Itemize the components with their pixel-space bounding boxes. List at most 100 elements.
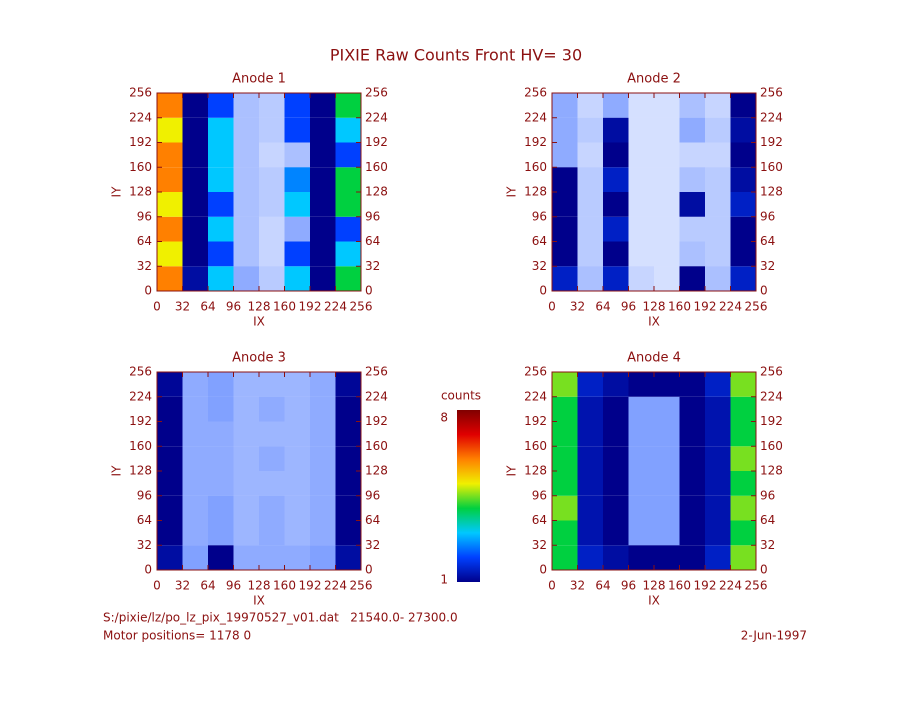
y-tick-label: 128 <box>524 185 547 199</box>
heat-cell <box>182 192 208 217</box>
heat-cell <box>284 495 310 521</box>
y-axis-label: IY <box>110 465 124 477</box>
heat-cell <box>628 495 654 521</box>
heat-cell <box>233 241 259 267</box>
x-tick-label: 96 <box>621 579 636 593</box>
x-tick-label: 160 <box>668 579 691 593</box>
y-tick-label-right: 128 <box>365 185 388 199</box>
x-tick-label: 64 <box>595 579 610 593</box>
heat-cell <box>233 446 259 471</box>
y-tick-label: 128 <box>129 464 152 478</box>
heat-cell <box>259 446 285 471</box>
panel-title: Anode 2 <box>627 72 681 87</box>
colorbar <box>457 410 480 582</box>
heat-cell <box>730 396 756 422</box>
heat-cell <box>335 520 361 546</box>
y-tick-label-right: 64 <box>365 234 380 248</box>
heat-cell <box>577 372 603 397</box>
x-tick-label: 64 <box>200 579 215 593</box>
heat-cell <box>310 446 336 471</box>
heat-cell <box>603 446 629 471</box>
heat-cell <box>284 93 310 118</box>
heat-cell <box>233 372 259 397</box>
heat-cell <box>310 142 336 168</box>
colorbar-tick-label: 8 <box>440 411 448 425</box>
heat-cell <box>603 142 629 168</box>
heat-cell <box>603 216 629 242</box>
heat-cell <box>705 421 731 447</box>
y-tick-label: 64 <box>532 234 547 248</box>
heat-cell <box>577 167 603 192</box>
y-tick-label-right: 160 <box>760 160 783 174</box>
heat-cell <box>259 216 285 242</box>
x-axis-label: IX <box>648 594 660 608</box>
heat-cell <box>310 192 336 217</box>
heat-cell <box>628 241 654 267</box>
heat-cell <box>603 471 629 496</box>
heat-cell <box>730 117 756 143</box>
heat-cell <box>705 446 731 471</box>
heat-cell <box>603 192 629 217</box>
heat-cell <box>730 495 756 521</box>
heat-cell <box>157 167 183 192</box>
heat-cell <box>310 93 336 118</box>
heat-cell <box>603 495 629 521</box>
heat-cell <box>233 471 259 496</box>
page-title: PIXIE Raw Counts Front HV= 30 <box>330 46 582 65</box>
heat-cell <box>310 495 336 521</box>
y-tick-label: 0 <box>144 284 152 298</box>
heat-cell <box>603 545 629 570</box>
heat-cell <box>335 93 361 118</box>
x-tick-label: 256 <box>745 300 768 314</box>
heat-cell <box>310 216 336 242</box>
heat-cell <box>552 241 578 267</box>
heat-cell <box>730 545 756 570</box>
y-tick-label-right: 96 <box>365 209 380 223</box>
y-tick-label: 256 <box>129 86 152 100</box>
heat-cell <box>577 241 603 267</box>
heat-cell <box>552 545 578 570</box>
heat-cell <box>182 117 208 143</box>
heat-cell <box>157 142 183 168</box>
panel-title: Anode 4 <box>627 351 681 366</box>
x-tick-label: 0 <box>153 300 161 314</box>
heat-cell <box>233 216 259 242</box>
y-tick-label-right: 224 <box>760 110 783 124</box>
y-tick-label: 160 <box>129 160 152 174</box>
heat-cell <box>208 117 234 143</box>
heat-cell <box>705 396 731 422</box>
y-tick-label-right: 160 <box>365 439 388 453</box>
heat-cell <box>730 192 756 217</box>
heat-cell <box>310 266 336 291</box>
heat-cell <box>679 192 705 217</box>
heat-cell <box>208 192 234 217</box>
heat-cell <box>603 520 629 546</box>
heat-cell <box>208 372 234 397</box>
heat-cell <box>577 495 603 521</box>
heat-cell <box>654 142 680 168</box>
heat-cell <box>208 142 234 168</box>
heat-cell <box>552 446 578 471</box>
heat-cell <box>654 117 680 143</box>
heat-cell <box>259 241 285 267</box>
y-tick-label: 224 <box>129 110 152 124</box>
heat-cell <box>552 471 578 496</box>
x-tick-label: 224 <box>324 300 347 314</box>
y-tick-label-right: 128 <box>760 464 783 478</box>
x-tick-label: 256 <box>350 300 373 314</box>
heat-cell <box>654 471 680 496</box>
heat-cell <box>208 167 234 192</box>
y-tick-label: 224 <box>524 389 547 403</box>
heat-cell <box>679 495 705 521</box>
file-info: S:/pixie/lz/po_lz_pix_19970527_v01.dat 2… <box>103 611 458 625</box>
heat-cell <box>284 216 310 242</box>
heat-cell <box>233 421 259 447</box>
x-tick-label: 128 <box>248 579 271 593</box>
heat-cell <box>233 93 259 118</box>
heat-cell <box>628 216 654 242</box>
x-axis-label: IX <box>648 315 660 329</box>
heat-cell <box>577 446 603 471</box>
heat-cell <box>654 167 680 192</box>
heat-cell <box>284 372 310 397</box>
